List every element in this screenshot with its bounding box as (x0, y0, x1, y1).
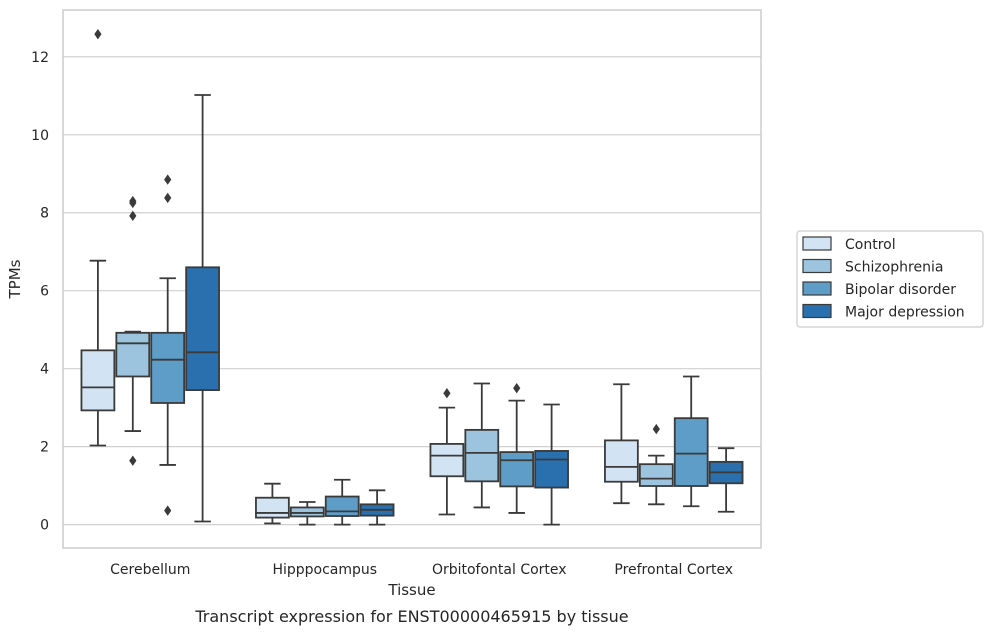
y-tick-label: 10 (31, 128, 49, 144)
box-major-depression (359, 489, 395, 526)
y-tick-label: 0 (40, 518, 49, 534)
legend-entry: Schizophrenia (845, 260, 943, 276)
outlier-point (129, 455, 137, 466)
outlier-point (164, 192, 172, 204)
legend-swatch (802, 236, 832, 251)
outlier-point (164, 505, 172, 516)
box-major-depression (708, 447, 744, 513)
legend: Control Schizophrenia Bipolar disorder Majo… (796, 230, 984, 328)
y-tick-label: 8 (40, 206, 49, 222)
y-tick-label: 2 (40, 440, 49, 456)
box-iqr (429, 443, 465, 478)
box-iqr (289, 506, 325, 518)
legend-swatch (802, 258, 832, 274)
box-bipolar-disorder (499, 382, 535, 514)
box-schizophrenia (638, 423, 674, 506)
legend-entry: Major depression (845, 305, 965, 321)
box-bipolar-disorder (673, 375, 709, 508)
box-iqr (150, 331, 186, 404)
box-control (429, 388, 465, 516)
y-tick-label: 6 (40, 284, 49, 300)
legend-swatch (802, 303, 832, 319)
box-iqr (115, 331, 151, 378)
x-tick-label: Orbitofontal Cortex (432, 562, 567, 578)
box-iqr (499, 451, 535, 488)
plot-frame (62, 9, 762, 549)
box-schizophrenia (464, 382, 500, 509)
box-plot-series (80, 28, 744, 526)
x-axis-label: Tissue (387, 581, 435, 599)
box-iqr (464, 428, 500, 483)
box-major-depression (185, 94, 220, 523)
box-major-depression (534, 403, 569, 526)
x-tick-label: Prefrontal Cortex (614, 562, 733, 578)
box-iqr (638, 463, 674, 487)
y-axis-label: TPMs (6, 259, 24, 299)
box-schizophrenia (289, 501, 325, 526)
box-iqr (255, 496, 290, 519)
legend-entry: Bipolar disorder (845, 282, 956, 298)
box-bipolar-disorder (324, 478, 360, 526)
x-axis-ticks: Cerebellum Hipppocampus Orbitofontal Corte… (110, 562, 733, 578)
outlier-point (164, 174, 172, 185)
box-iqr (324, 495, 360, 517)
y-tick-label: 12 (31, 50, 49, 66)
box-iqr (604, 439, 639, 483)
y-axis-ticks: 0 2 4 6 8 10 12 (31, 50, 49, 534)
y-tick-label: 4 (40, 362, 49, 378)
box-iqr (534, 450, 569, 489)
box-bipolar-disorder (150, 174, 186, 516)
legend-frame (796, 230, 984, 328)
chart-caption: Transcript expression for ENST0000046591… (194, 607, 628, 626)
x-tick-label: Cerebellum (110, 562, 190, 578)
box-control (255, 482, 290, 525)
outlier-point (129, 210, 137, 222)
box-control (80, 28, 116, 447)
box-control (604, 383, 639, 505)
x-tick-label: Hipppocampus (272, 562, 377, 578)
box-schizophrenia (115, 195, 151, 466)
outlier-point (513, 382, 521, 394)
box-iqr (185, 266, 220, 392)
box-iqr (80, 349, 116, 412)
box-iqr (673, 417, 709, 487)
legend-entry: Control (845, 237, 896, 253)
outlier-point (652, 423, 660, 435)
legend-swatch (802, 281, 832, 296)
outlier-point (129, 195, 137, 207)
outlier-point (443, 388, 451, 399)
outlier-point (94, 28, 102, 40)
